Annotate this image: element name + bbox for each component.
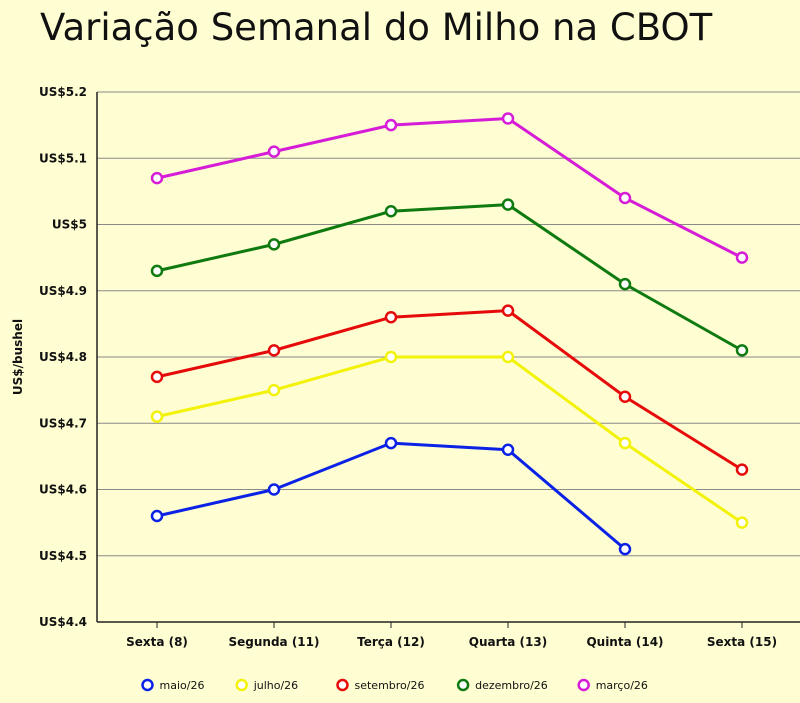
y-tick-label: US$4.9	[39, 284, 87, 298]
series	[150, 112, 749, 556]
x-tick-label: Terça (12)	[357, 635, 425, 649]
data-point	[267, 145, 281, 158]
legend-item: dezembro/26	[456, 678, 548, 692]
legend-marker	[141, 678, 154, 692]
series-line	[156, 117, 743, 259]
data-point	[618, 436, 632, 450]
data-point	[267, 238, 281, 251]
series-mar-o-26	[150, 112, 749, 264]
data-point	[150, 264, 164, 278]
data-point	[501, 350, 515, 364]
x-tick-labels: Sexta (8) Segunda (11) Terça (12) Quarta (1…	[126, 635, 777, 649]
y-tick-label: US$4.8	[39, 350, 87, 364]
data-point	[501, 304, 515, 317]
data-point	[618, 277, 632, 291]
series-line	[156, 355, 743, 524]
x-tick-label: Quarta (13)	[469, 635, 547, 649]
data-point	[384, 311, 398, 324]
data-point	[618, 191, 632, 205]
legend-item: setembro/26	[336, 678, 425, 692]
y-tick-label: US$5.1	[39, 151, 87, 165]
chart-title: Variação Semanal do Milho na CBOT	[40, 6, 713, 49]
legend-label: setembro/26	[355, 679, 425, 692]
legend-marker	[456, 678, 470, 692]
data-point	[267, 383, 281, 397]
data-point	[267, 483, 281, 496]
data-point	[384, 350, 398, 364]
series-maio-26	[150, 436, 632, 556]
legend-label: março/26	[596, 679, 648, 692]
axes	[96, 92, 800, 628]
series-julho-26	[150, 350, 749, 529]
data-point	[501, 112, 515, 125]
x-tick-label: Segunda (11)	[229, 635, 320, 649]
series-dezembro-26	[150, 198, 749, 357]
y-tick-label: US$5	[52, 218, 87, 232]
series-line	[156, 203, 743, 352]
legend-marker	[336, 678, 349, 692]
legend: maio/26 julho/26 setembro/26 dezembro/26 mar…	[141, 678, 648, 692]
y-axis-title: US$/bushel	[11, 319, 25, 395]
legend-label: julho/26	[253, 679, 299, 692]
y-tick-label: US$4.5	[39, 549, 87, 563]
legend-item: março/26	[577, 678, 648, 692]
data-point	[501, 443, 515, 456]
data-point	[384, 436, 398, 450]
x-tick-label: Sexta (15)	[707, 635, 777, 649]
data-point	[735, 344, 749, 357]
legend-marker	[235, 678, 248, 692]
data-point	[735, 463, 749, 476]
y-tick-labels: US$4.4 US$4.5 US$4.6 US$4.7 US$4.8 US$4.9 US$5…	[39, 85, 87, 629]
y-tick-label: US$4.4	[39, 615, 87, 629]
data-point	[384, 118, 398, 132]
series-line	[156, 309, 743, 471]
y-tick-label: US$5.2	[39, 85, 87, 99]
legend-label: maio/26	[160, 679, 205, 692]
data-point	[150, 171, 164, 185]
x-tick-label: Sexta (8)	[126, 635, 188, 649]
legend-item: julho/26	[235, 678, 299, 692]
data-point	[150, 410, 164, 423]
data-point	[735, 516, 749, 529]
legend-item: maio/26	[141, 678, 205, 692]
data-point	[501, 198, 515, 211]
data-point	[735, 251, 749, 264]
data-point	[150, 509, 164, 523]
legend-label: dezembro/26	[475, 679, 548, 692]
series-setembro-26	[150, 304, 749, 476]
y-tick-label: US$4.6	[39, 483, 87, 497]
legend-marker	[577, 678, 590, 692]
data-point	[150, 370, 164, 384]
data-point	[384, 205, 398, 218]
data-point	[618, 542, 632, 556]
series-line	[156, 441, 626, 551]
data-point	[618, 390, 632, 403]
data-point	[267, 344, 281, 357]
x-tick-label: Quinta (14)	[586, 635, 663, 649]
y-tick-label: US$4.7	[39, 416, 87, 430]
